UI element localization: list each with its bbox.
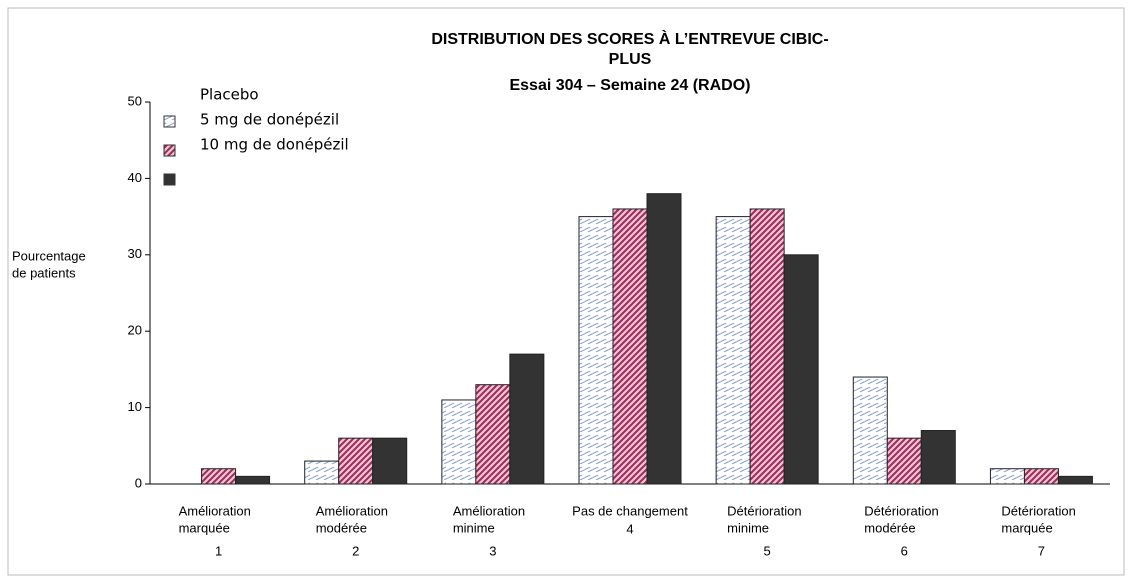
x-tick-label: Détérioration — [864, 503, 938, 518]
bar — [338, 437, 374, 485]
bar — [578, 216, 614, 485]
x-tick-label: minime — [453, 520, 495, 535]
legend-swatch — [163, 173, 176, 186]
legend-swatch — [163, 115, 176, 128]
category-code: 4 — [626, 521, 633, 536]
x-tick-label: Détérioration — [1001, 503, 1075, 518]
bar — [441, 399, 477, 485]
category-code: 3 — [489, 543, 496, 558]
bar — [1023, 468, 1059, 485]
legend-label: 5 mg de donépézil — [200, 111, 339, 129]
y-tick-label: 0 — [135, 475, 142, 490]
category-code: 6 — [901, 543, 908, 558]
bar — [715, 216, 751, 485]
bar — [235, 475, 271, 485]
x-tick-label: minime — [727, 520, 769, 535]
category-code: 2 — [352, 543, 359, 558]
x-tick-label: Amélioration — [316, 503, 388, 518]
category-code: 7 — [1038, 543, 1045, 558]
bar — [612, 208, 648, 485]
chart-title: Essai 304 – Semaine 24 (RADO) — [509, 77, 750, 94]
legend-swatch — [163, 144, 176, 157]
bar — [509, 353, 545, 485]
y-tick-label: 30 — [128, 246, 142, 261]
chart-title: DISTRIBUTION DES SCORES À L’ENTREVUE CIB… — [431, 29, 828, 48]
x-tick-label: marquée — [179, 520, 230, 535]
x-tick-label: Amélioration — [453, 503, 525, 518]
bar — [886, 437, 922, 485]
bar — [749, 208, 785, 485]
y-tick-label: 10 — [128, 399, 142, 414]
bar — [372, 437, 408, 485]
bar — [783, 254, 819, 485]
y-axis-label: Pourcentage — [12, 248, 86, 263]
x-tick-label: modérée — [316, 520, 367, 535]
x-tick-label: modérée — [864, 520, 915, 535]
x-tick-label: marquée — [1001, 520, 1052, 535]
category-code: 5 — [764, 543, 771, 558]
bar — [304, 460, 340, 485]
bar — [646, 193, 682, 485]
bar — [920, 430, 956, 485]
bar — [1057, 475, 1093, 485]
frame — [7, 7, 1125, 576]
bar — [989, 468, 1025, 485]
y-tick-label: 50 — [128, 93, 142, 108]
bar — [201, 468, 237, 485]
x-tick-label: Amélioration — [179, 503, 251, 518]
y-tick-label: 20 — [128, 323, 142, 338]
chart-title: PLUS — [609, 51, 652, 68]
legend-label: Placebo — [200, 86, 259, 104]
bar — [852, 376, 888, 485]
category-code: 1 — [215, 543, 222, 558]
y-tick-label: 40 — [128, 170, 142, 185]
bar — [475, 384, 511, 485]
legend-label: 10 mg de donépézil — [200, 136, 349, 154]
x-tick-label: Détérioration — [727, 503, 801, 518]
x-tick-label: Pas de changement — [572, 503, 688, 518]
y-axis-label: de patients — [12, 265, 76, 280]
